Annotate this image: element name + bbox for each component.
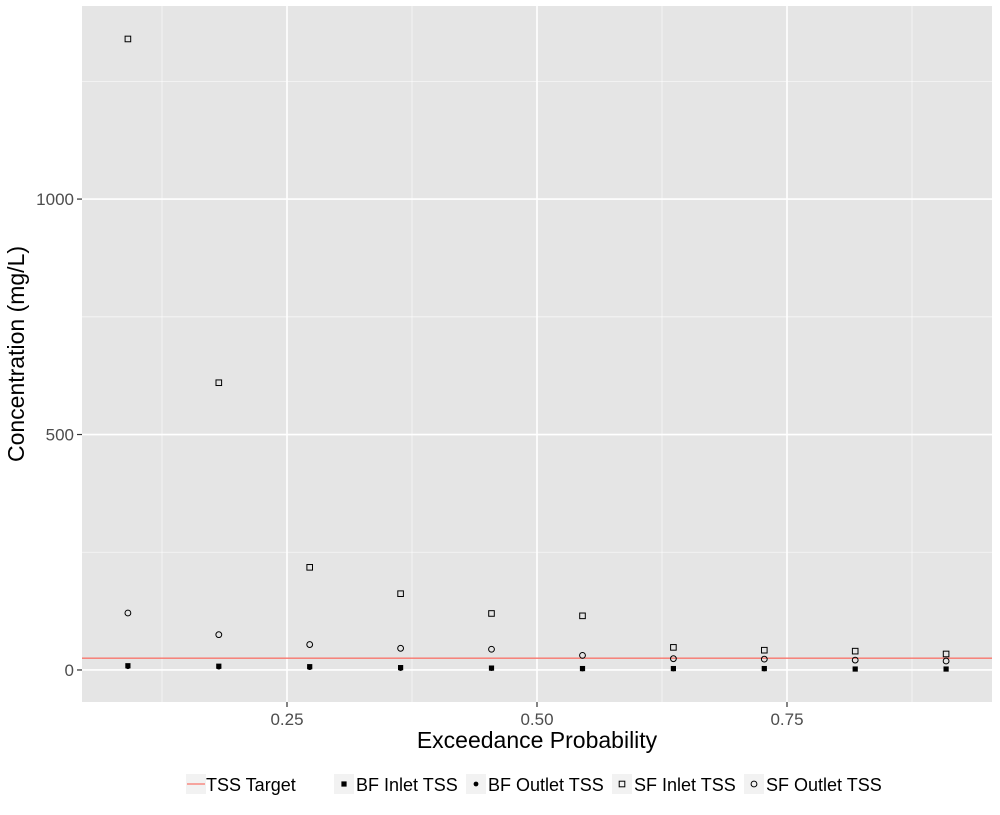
sf-inlet-tss-point: [851, 647, 859, 655]
legend-label-bf-inlet-tss: BF Inlet TSS: [356, 775, 458, 795]
sf-inlet-tss-point: [124, 35, 132, 43]
legend-label-tss-target: TSS Target: [206, 775, 296, 795]
bf-outlet-tss-point: [943, 666, 949, 672]
sf-inlet-tss-point: [306, 564, 313, 571]
y-axis: 0 500 1000: [36, 190, 82, 680]
sf-inlet-tss-point: [761, 646, 768, 654]
bf-outlet-tss-point: [398, 666, 403, 671]
x-tick-label: 0.75: [770, 710, 803, 729]
legend-label-sf-inlet-tss: SF Inlet TSS: [634, 775, 736, 795]
y-tick-label: 0: [65, 661, 74, 680]
data-points: [124, 35, 950, 672]
bf-outlet-tss-point: [852, 666, 858, 672]
legend-swatch-bf-outlet-tss: [473, 781, 479, 787]
x-tick-label: 0.25: [270, 710, 303, 729]
sf-inlet-tss-point: [670, 644, 677, 651]
sf-outlet-tss-point: [760, 655, 768, 663]
x-tick-label: 0.50: [520, 710, 553, 729]
sf-inlet-tss-point: [942, 650, 950, 658]
bf-outlet-tss-point: [216, 664, 222, 670]
legend-label-bf-outlet-tss: BF Outlet TSS: [488, 775, 604, 795]
sf-outlet-tss-point: [306, 641, 314, 648]
legend-key-sf-outlet-tss: [744, 774, 764, 794]
sf-outlet-tss-point: [851, 656, 859, 664]
bf-outlet-tss-point: [489, 666, 494, 671]
sf-outlet-tss-point: [942, 657, 950, 665]
legend-swatch-sf-outlet-tss: [750, 780, 758, 788]
sf-outlet-tss-point: [579, 651, 586, 659]
sf-outlet-tss-point: [215, 631, 223, 639]
sf-outlet-tss-point: [124, 609, 132, 617]
sf-outlet-tss-point: [488, 645, 495, 653]
sf-inlet-tss-point: [579, 612, 586, 620]
legend-label-sf-outlet-tss: SF Outlet TSS: [766, 775, 882, 795]
major-gridlines: [82, 6, 992, 702]
bf-outlet-tss-point: [671, 666, 676, 672]
legend-swatch-bf-inlet-tss: [341, 781, 347, 787]
legend-key-sf-inlet-tss: [612, 774, 632, 794]
sf-inlet-tss-point: [488, 610, 495, 617]
x-axis-title: Exceedance Probability: [417, 727, 658, 753]
x-axis: 0.25 0.50 0.75: [270, 702, 804, 729]
sf-inlet-tss-point: [215, 379, 223, 387]
legend-swatch-sf-inlet-tss: [618, 780, 626, 788]
y-axis-title: Concentration (mg/L): [3, 246, 29, 462]
bf-outlet-tss-point: [761, 666, 767, 672]
bf-outlet-tss-point: [125, 664, 131, 670]
sf-outlet-tss-point: [670, 655, 677, 663]
sf-inlet-tss-point: [397, 590, 404, 597]
legend: TSS Target BF Inlet TSS BF Outlet TSS SF In…: [186, 774, 882, 795]
bf-outlet-tss-point: [307, 665, 313, 671]
bf-outlet-tss-point: [580, 666, 585, 672]
y-tick-label: 1000: [36, 190, 74, 209]
y-tick-label: 500: [46, 426, 74, 445]
sf-outlet-tss-point: [397, 644, 405, 652]
